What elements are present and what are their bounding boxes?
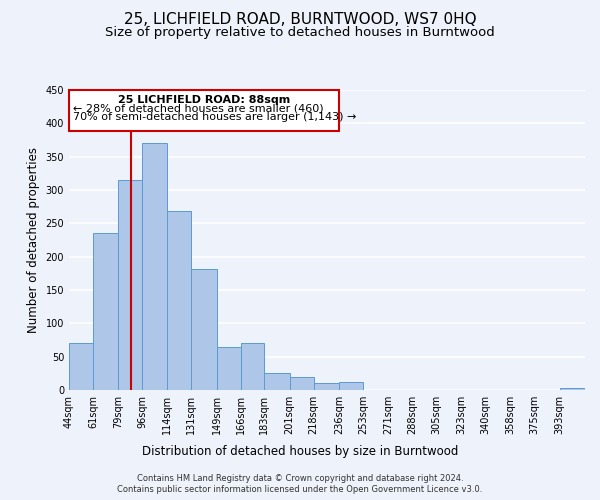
Bar xyxy=(314,384,339,390)
Text: 70% of semi-detached houses are larger (1,143) →: 70% of semi-detached houses are larger (… xyxy=(73,112,356,122)
Bar xyxy=(69,90,339,132)
Bar xyxy=(118,180,142,390)
Bar xyxy=(167,212,191,390)
Text: Size of property relative to detached houses in Burntwood: Size of property relative to detached ho… xyxy=(105,26,495,39)
Bar xyxy=(217,346,241,390)
Bar xyxy=(241,344,265,390)
Bar xyxy=(560,388,585,390)
Bar xyxy=(265,374,290,390)
Bar xyxy=(142,144,167,390)
Bar xyxy=(93,234,118,390)
Text: Contains HM Land Registry data © Crown copyright and database right 2024.
Contai: Contains HM Land Registry data © Crown c… xyxy=(118,474,482,494)
Bar xyxy=(339,382,363,390)
Text: 25, LICHFIELD ROAD, BURNTWOOD, WS7 0HQ: 25, LICHFIELD ROAD, BURNTWOOD, WS7 0HQ xyxy=(124,12,476,28)
Y-axis label: Number of detached properties: Number of detached properties xyxy=(27,147,40,333)
Text: Distribution of detached houses by size in Burntwood: Distribution of detached houses by size … xyxy=(142,444,458,458)
Bar xyxy=(191,268,217,390)
Text: 25 LICHFIELD ROAD: 88sqm: 25 LICHFIELD ROAD: 88sqm xyxy=(118,94,290,104)
Bar xyxy=(290,376,314,390)
Text: ← 28% of detached houses are smaller (460): ← 28% of detached houses are smaller (46… xyxy=(73,104,324,114)
Bar xyxy=(69,344,93,390)
